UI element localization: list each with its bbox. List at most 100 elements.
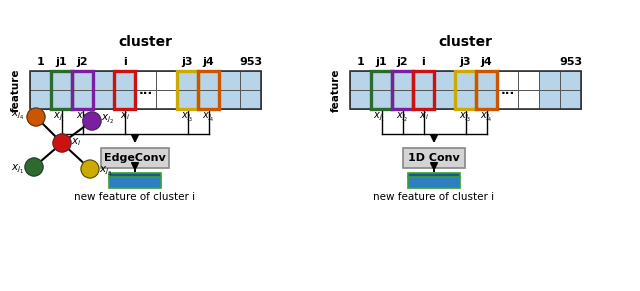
Text: j3: j3: [460, 57, 471, 67]
Bar: [198, 71, 219, 109]
Circle shape: [83, 112, 101, 130]
Text: j3: j3: [182, 57, 193, 67]
Bar: [219, 90, 240, 109]
Text: cluster: cluster: [438, 35, 493, 49]
Text: j4: j4: [203, 57, 214, 67]
Bar: [30, 71, 51, 90]
Bar: [413, 90, 434, 109]
Bar: [177, 90, 198, 109]
Text: i: i: [123, 57, 126, 67]
Bar: [109, 173, 161, 177]
Bar: [413, 71, 434, 109]
Bar: [30, 90, 51, 109]
Bar: [177, 71, 198, 90]
Text: $x_{j_3}$: $x_{j_3}$: [460, 110, 472, 123]
Bar: [497, 90, 518, 109]
Bar: [413, 71, 434, 90]
Bar: [434, 90, 455, 109]
Text: $x_{j_1}$: $x_{j_1}$: [12, 163, 24, 175]
Text: $x_{i}$: $x_{i}$: [120, 110, 129, 122]
Bar: [455, 71, 476, 90]
Text: j4: j4: [481, 57, 492, 67]
Text: j1: j1: [56, 57, 67, 67]
Text: $x_i$: $x_i$: [71, 136, 81, 148]
Bar: [455, 90, 476, 109]
Bar: [434, 71, 455, 90]
Bar: [350, 71, 371, 90]
Bar: [371, 90, 392, 109]
Text: j2: j2: [397, 57, 408, 67]
Bar: [371, 71, 392, 109]
Bar: [72, 90, 93, 109]
Bar: [476, 71, 497, 109]
FancyBboxPatch shape: [101, 148, 169, 168]
Text: $x_{j_2}$: $x_{j_2}$: [101, 113, 115, 125]
Bar: [156, 71, 177, 90]
Bar: [177, 71, 198, 109]
Bar: [392, 71, 413, 90]
Bar: [198, 71, 219, 90]
Text: feature: feature: [11, 68, 21, 112]
Bar: [135, 90, 156, 109]
Bar: [476, 71, 497, 90]
FancyBboxPatch shape: [403, 148, 465, 168]
Bar: [72, 71, 93, 90]
Bar: [72, 71, 93, 109]
Bar: [93, 90, 114, 109]
Text: new feature of cluster i: new feature of cluster i: [373, 192, 495, 202]
Text: 1: 1: [356, 57, 364, 67]
Bar: [408, 173, 460, 177]
Bar: [114, 71, 135, 109]
Text: 953: 953: [239, 57, 262, 67]
Circle shape: [27, 108, 45, 126]
Bar: [560, 90, 581, 109]
Bar: [350, 71, 581, 109]
Bar: [371, 71, 392, 90]
Bar: [114, 90, 135, 109]
Bar: [497, 71, 518, 90]
Text: j1: j1: [376, 57, 387, 67]
Text: ...: ...: [138, 84, 152, 97]
Text: cluster: cluster: [118, 35, 173, 49]
Text: EdgeConv: EdgeConv: [104, 153, 166, 163]
Text: new feature of cluster i: new feature of cluster i: [74, 192, 196, 202]
Text: j2: j2: [77, 57, 88, 67]
Bar: [198, 90, 219, 109]
Bar: [539, 90, 560, 109]
Bar: [408, 177, 460, 187]
Text: $x_{j_4}$: $x_{j_4}$: [202, 110, 215, 123]
Bar: [114, 71, 135, 90]
Bar: [93, 71, 114, 90]
Text: $x_{i}$: $x_{i}$: [419, 110, 428, 122]
Circle shape: [81, 160, 99, 178]
Bar: [51, 71, 72, 109]
Bar: [560, 71, 581, 90]
Bar: [539, 71, 560, 90]
Text: i: i: [422, 57, 426, 67]
Text: $x_{j_2}$: $x_{j_2}$: [396, 110, 409, 123]
Bar: [518, 90, 539, 109]
Bar: [392, 71, 413, 109]
Bar: [135, 71, 156, 90]
Bar: [350, 90, 371, 109]
Text: $x_{j_3}$: $x_{j_3}$: [99, 164, 113, 178]
Text: $x_{j_2}$: $x_{j_2}$: [76, 110, 89, 123]
Text: $x_{j_4}$: $x_{j_4}$: [12, 109, 25, 121]
Text: $x_{j_1}$: $x_{j_1}$: [373, 110, 386, 123]
Bar: [476, 90, 497, 109]
Text: 1: 1: [36, 57, 44, 67]
Text: $x_{j_1}$: $x_{j_1}$: [53, 110, 66, 123]
Bar: [455, 71, 476, 109]
Bar: [518, 71, 539, 90]
Bar: [109, 177, 161, 187]
Bar: [219, 71, 240, 90]
Text: feature: feature: [331, 68, 341, 112]
Bar: [240, 71, 261, 90]
Text: ...: ...: [500, 84, 515, 97]
Circle shape: [25, 158, 43, 176]
Text: 1D Conv: 1D Conv: [408, 153, 460, 163]
Text: $x_{j_3}$: $x_{j_3}$: [181, 110, 194, 123]
Text: $x_{j_4}$: $x_{j_4}$: [480, 110, 493, 123]
Bar: [156, 90, 177, 109]
Text: 953: 953: [559, 57, 582, 67]
